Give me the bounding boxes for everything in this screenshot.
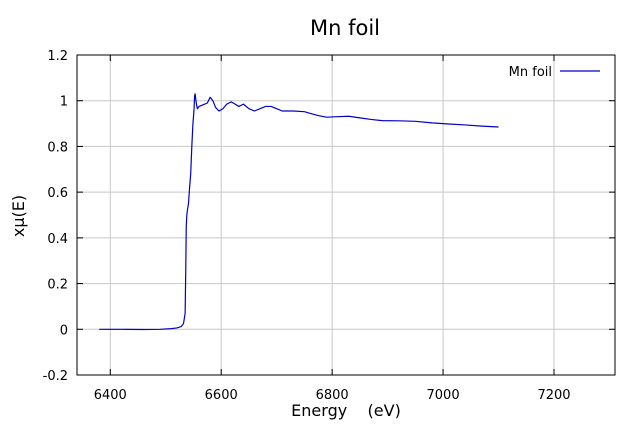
y-tick-label: 0.6 [47, 186, 68, 201]
x-tick-label: 7200 [537, 388, 570, 403]
chart-title: Mn foil [310, 16, 380, 40]
y-tick-label: 0 [60, 323, 68, 338]
y-tick-label: 1 [60, 95, 68, 110]
x-tick-label: 7000 [427, 388, 460, 403]
y-tick-label: -0.2 [43, 369, 68, 384]
x-axis-label: Energy (eV) [291, 401, 401, 420]
y-tick-label: 0.2 [47, 278, 68, 293]
x-tick-label: 6400 [94, 388, 127, 403]
y-tick-label: 0.4 [47, 232, 68, 247]
y-axis-label: xμ(E) [9, 195, 28, 237]
plot-frame [76, 54, 616, 376]
series-line-mn-foil [99, 93, 499, 331]
axis-ticks: 6400 6600 6800 7000 7200 -0.2 0 0.2 0.4 0.6 0.8 1 1.… [43, 49, 615, 403]
grid [77, 54, 615, 376]
x-tick-label: 6600 [205, 388, 238, 403]
y-tick-label: 0.8 [47, 140, 68, 155]
x-tick-label: 6800 [316, 388, 349, 403]
series-layer [99, 93, 499, 331]
legend-label: Mn foil [509, 65, 552, 80]
y-tick-label: 1.2 [47, 49, 68, 64]
legend: Mn foil [509, 65, 600, 80]
